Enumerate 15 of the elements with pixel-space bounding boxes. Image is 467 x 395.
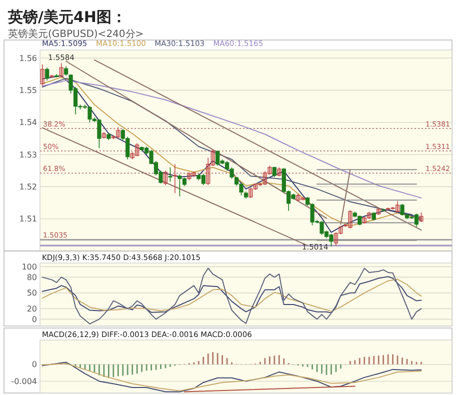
y-tick-label: 1.53 xyxy=(19,150,37,160)
y-tick-label: 0 xyxy=(32,314,37,324)
y-tick-label: -0.004 xyxy=(11,377,37,386)
y-tick-label: 50 xyxy=(26,288,37,298)
y-tick-label: 20 xyxy=(26,304,37,314)
y-tick-label: 1.51 xyxy=(19,214,37,224)
y-tick-label: 1.54 xyxy=(19,118,37,128)
y-tick-label: 0 xyxy=(32,360,37,370)
chart-title: 英镑/美元4H图： xyxy=(7,8,126,26)
y-tick-label: 1.56 xyxy=(19,54,37,63)
y-tick-label: 80 xyxy=(26,272,37,282)
chart-subtitle: 英镑美元(GBPUSD)<240分> xyxy=(8,28,144,40)
y-tick-label: 1.52 xyxy=(19,182,37,192)
y-tick-label: 1.55 xyxy=(19,86,37,95)
y-tick-label: 100 xyxy=(22,262,37,272)
